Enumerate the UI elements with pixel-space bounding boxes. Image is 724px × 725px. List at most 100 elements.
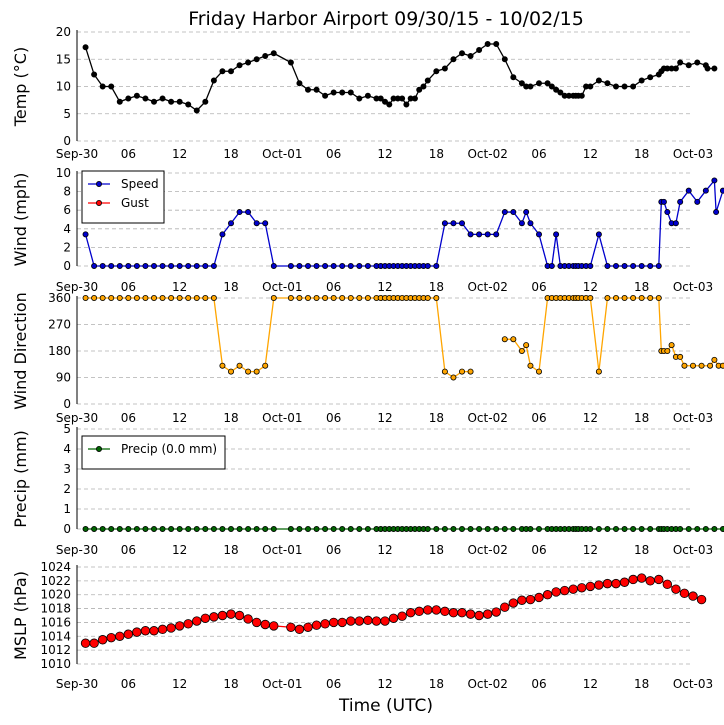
data-point-wind xyxy=(501,209,508,216)
y-tick-label-winddir: 0 xyxy=(63,397,71,411)
y-axis-label-temp: Temp (°C) xyxy=(11,47,30,127)
data-point-temp xyxy=(339,89,346,96)
data-point-temp xyxy=(544,80,551,87)
data-point-wind xyxy=(685,187,692,194)
data-point-precip xyxy=(467,526,474,533)
data-point-precip xyxy=(595,526,602,533)
data-point-wind xyxy=(587,262,594,269)
data-point-mslp xyxy=(217,610,228,621)
data-point-winddir xyxy=(364,294,371,301)
data-point-winddir xyxy=(185,294,192,301)
data-point-temp xyxy=(108,83,115,90)
x-tick-label: 18 xyxy=(634,677,649,691)
data-point-wind xyxy=(210,262,217,269)
y-tick-label-wind: 10 xyxy=(56,166,71,180)
x-tick-label: 18 xyxy=(223,411,238,425)
data-point-mslp xyxy=(97,635,108,645)
data-point-temp xyxy=(399,95,406,102)
data-point-winddir xyxy=(287,294,294,301)
data-point-precip xyxy=(450,526,457,533)
data-point-temp xyxy=(304,86,311,93)
data-point-winddir xyxy=(202,294,209,301)
y-tick-label-winddir: 90 xyxy=(56,371,71,385)
data-point-temp xyxy=(236,62,243,69)
data-point-precip xyxy=(694,526,701,533)
y-tick-label-wind: 8 xyxy=(63,185,71,199)
data-point-wind xyxy=(711,177,718,184)
y-axis-label-mslp: MSLP (hPa) xyxy=(11,571,30,660)
data-point-wind xyxy=(99,262,106,269)
data-point-wind xyxy=(660,198,667,205)
x-tick-label: 12 xyxy=(172,411,187,425)
data-point-temp xyxy=(553,86,560,93)
data-point-wind xyxy=(330,262,337,269)
data-point-temp xyxy=(296,80,303,87)
data-point-precip xyxy=(604,526,611,533)
y-tick-label-mslp: 1010 xyxy=(40,657,71,671)
data-point-temp xyxy=(672,65,679,72)
data-point-winddir xyxy=(467,368,474,375)
data-point-mslp xyxy=(209,612,219,622)
data-point-winddir xyxy=(347,294,354,301)
y-tick-label-temp: 20 xyxy=(56,25,71,39)
data-point-wind xyxy=(613,262,620,269)
data-point-precip xyxy=(677,526,684,533)
data-point-winddir xyxy=(711,356,718,363)
data-point-wind xyxy=(322,262,329,269)
data-point-mslp xyxy=(517,595,527,605)
data-point-precip xyxy=(99,526,106,533)
data-point-temp xyxy=(364,92,371,99)
x-tick-label: 18 xyxy=(429,543,444,557)
data-point-temp xyxy=(219,68,226,75)
data-point-winddir xyxy=(176,294,183,301)
data-point-winddir xyxy=(527,362,534,369)
x-tick-label: Oct-02 xyxy=(467,543,507,557)
data-point-temp xyxy=(510,74,517,81)
panel-winddir: 0 90 180 270 360 Wind Direction Sep-30 06 12 18 Oc… xyxy=(11,291,724,425)
data-point-mslp xyxy=(500,602,510,612)
data-point-winddir xyxy=(719,362,724,369)
data-point-mslp xyxy=(192,616,202,626)
data-point-mslp xyxy=(405,608,416,618)
data-point-temp xyxy=(116,98,123,105)
data-point-precip xyxy=(484,526,491,533)
data-point-mslp xyxy=(440,606,450,617)
x-tick-label: 06 xyxy=(121,543,136,557)
x-tick-label: 06 xyxy=(326,147,341,161)
data-point-precip xyxy=(536,526,543,533)
x-tick-label: 12 xyxy=(172,677,187,691)
data-point-temp xyxy=(330,89,337,96)
x-tick-label: 06 xyxy=(326,280,341,294)
x-tick-label: 12 xyxy=(172,543,187,557)
data-point-wind xyxy=(527,220,534,227)
data-point-winddir xyxy=(523,342,530,349)
data-point-precip xyxy=(142,526,149,533)
x-tick-label: 12 xyxy=(172,147,187,161)
data-point-mslp xyxy=(286,622,296,632)
data-point-winddir xyxy=(193,294,200,301)
data-point-precip xyxy=(287,526,294,533)
data-point-mslp xyxy=(303,622,313,632)
data-point-precip xyxy=(202,526,209,533)
x-tick-label: 18 xyxy=(634,280,649,294)
data-point-precip xyxy=(193,526,200,533)
data-point-precip xyxy=(347,526,354,533)
data-point-mslp xyxy=(157,624,168,635)
data-point-winddir xyxy=(133,294,140,301)
data-point-precip xyxy=(82,526,89,533)
data-point-temp xyxy=(386,101,393,108)
data-point-mslp xyxy=(174,621,185,631)
data-point-mslp xyxy=(602,578,613,589)
data-point-mslp xyxy=(568,584,578,594)
x-tick-label: 06 xyxy=(121,677,136,691)
y-tick-label-winddir: 270 xyxy=(48,318,71,332)
data-point-precip xyxy=(711,526,718,533)
data-point-wind xyxy=(159,262,166,269)
data-point-winddir xyxy=(339,294,346,301)
y-tick-label-temp: 10 xyxy=(56,80,71,94)
data-point-wind xyxy=(664,209,671,216)
data-point-mslp xyxy=(508,598,519,608)
data-point-mslp xyxy=(337,617,347,628)
